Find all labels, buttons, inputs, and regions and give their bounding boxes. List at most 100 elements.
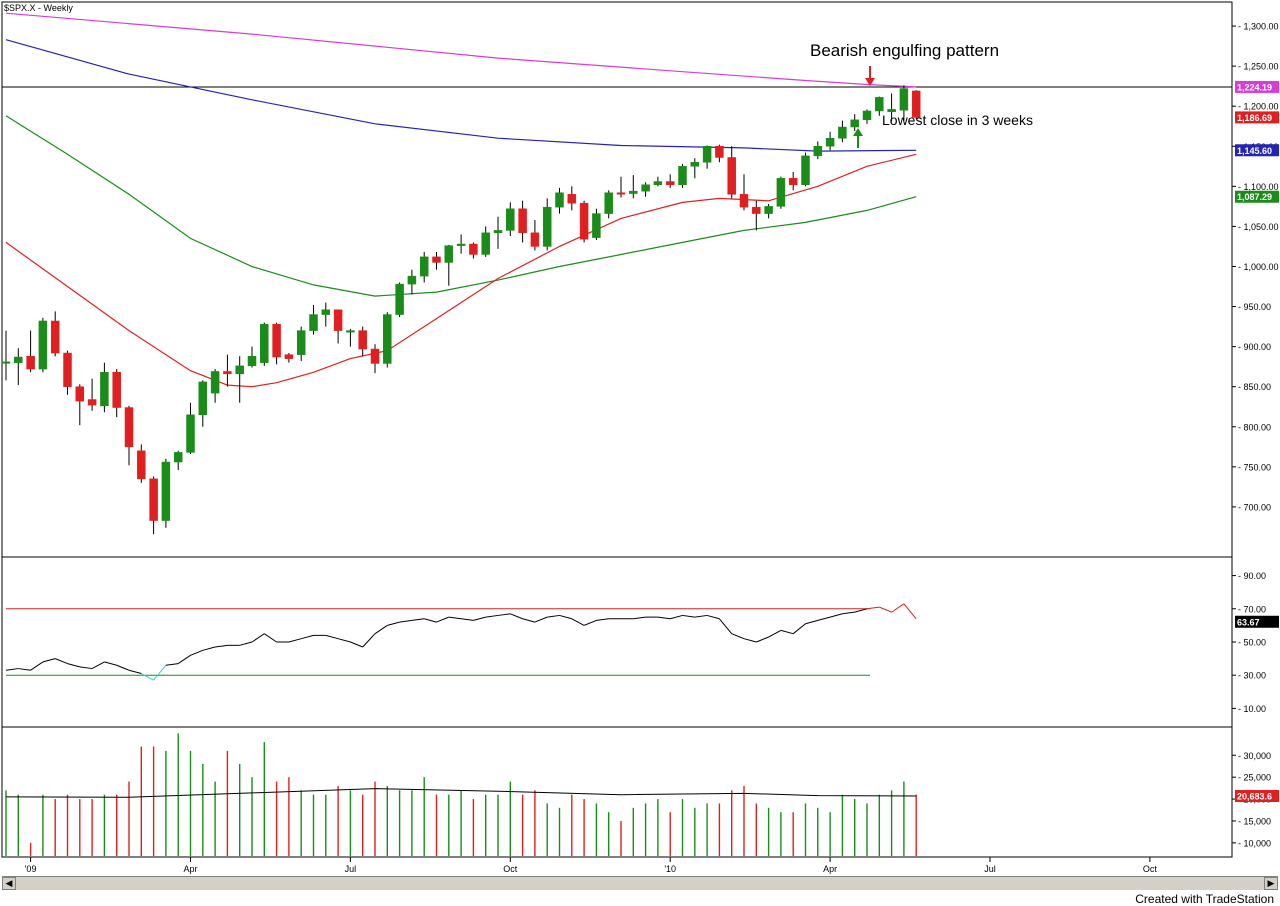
candle: [309, 304, 318, 335]
rsi-segment: [337, 638, 351, 643]
rsi-tick-label: - 90.00: [1238, 571, 1266, 581]
time-tick-label: Jul: [345, 864, 357, 874]
volume-tick-label: - 30,000: [1238, 751, 1271, 761]
candle: [752, 200, 761, 231]
candle: [604, 190, 613, 219]
candle: [838, 120, 847, 143]
candle: [87, 378, 97, 411]
candle-body-up: [260, 323, 269, 363]
rsi-segment: [792, 623, 806, 635]
candle: [346, 328, 355, 347]
candle-body-down: [284, 354, 294, 359]
horizontal-scrollbar[interactable]: ◀ ▶: [2, 876, 1278, 890]
candle-body-up: [629, 190, 638, 194]
candle: [223, 354, 232, 387]
candle-body-up: [838, 126, 847, 139]
time-tick-label: Jul: [984, 864, 996, 874]
candle-body-down: [788, 178, 798, 185]
last-value-bg: [1235, 144, 1279, 157]
candle-body-up: [764, 206, 773, 214]
candle: [112, 369, 121, 418]
candle-body-down: [272, 323, 281, 358]
rsi-segment: [670, 614, 683, 620]
rsi-segment: [805, 619, 818, 625]
rsi-segment: [682, 614, 695, 618]
candle: [38, 317, 48, 373]
candle-body-down: [26, 355, 35, 370]
candle-body-up: [444, 245, 454, 263]
candle-body-up: [100, 372, 109, 407]
last-value-bg: [1235, 80, 1279, 93]
candlesticks: [1, 85, 921, 535]
rsi-segment: [128, 669, 142, 675]
rsi-segment: [719, 618, 733, 635]
candle: [1, 330, 11, 381]
candle: [481, 226, 490, 257]
candle-body-up: [235, 365, 244, 375]
rsi-segment: [657, 616, 671, 620]
volume-average-line: [5, 788, 917, 798]
moving-average-line: [5, 12, 917, 88]
candle-body-down: [616, 192, 626, 195]
price-tick-label: - 850.00: [1238, 382, 1271, 392]
candle: [469, 242, 478, 259]
candle-body-down: [112, 372, 121, 408]
rsi-segment: [264, 633, 277, 643]
candle: [542, 198, 552, 251]
rsi-segment: [141, 673, 154, 681]
price-tick-label: - 1,050.00: [1238, 222, 1279, 232]
candle-body-up: [1, 361, 11, 364]
time-axis: '09 Apr Jul Oct '10 Apr Jul Oct: [25, 857, 1157, 874]
price-tick-label: - 1,300.00: [1238, 22, 1279, 32]
candle: [825, 131, 835, 151]
candle-body-down: [50, 320, 60, 354]
candle: [690, 158, 700, 179]
rsi-tick-label: - 50.00: [1238, 638, 1266, 648]
candle-body-down: [124, 407, 134, 448]
rsi-segment: [448, 616, 462, 620]
rsi-segment: [842, 611, 855, 615]
moving-average-line: [5, 153, 917, 388]
candle-body-up: [456, 243, 466, 246]
rsi-segment: [104, 661, 117, 666]
candle-body-down: [469, 243, 478, 255]
candle-body-down: [752, 206, 761, 214]
candle-body-down: [567, 194, 577, 204]
rsi-segment: [239, 641, 253, 646]
candle-body-up: [210, 371, 220, 394]
price-tick-label: - 900.00: [1238, 342, 1271, 352]
candle-body-up: [862, 110, 872, 121]
time-tick-label: Apr: [823, 864, 837, 874]
candle-body-down: [333, 309, 343, 331]
candle: [124, 405, 134, 466]
rsi-segment: [374, 624, 388, 635]
candle: [518, 200, 527, 243]
rsi-segment: [30, 661, 44, 671]
candle-body-down: [370, 348, 380, 364]
rsi-segment: [571, 618, 585, 626]
candle: [899, 85, 909, 121]
rsi-segment: [547, 614, 560, 618]
chart-svg: - 700.00 - 750.00 - 800.00 - 850.00 - 900.00…: [0, 0, 1280, 876]
candle: [850, 114, 859, 132]
chart-title: $SPX.X - Weekly: [4, 3, 73, 13]
rsi-segment: [461, 618, 474, 621]
candle: [506, 202, 515, 237]
rsi-segment: [694, 614, 708, 618]
rsi-segment: [473, 616, 486, 621]
candle: [210, 369, 220, 403]
candle-body-down: [518, 208, 527, 234]
candle: [419, 252, 429, 283]
rsi-segment: [42, 658, 56, 663]
candle-body-up: [173, 452, 183, 463]
candle-body-down: [739, 194, 749, 208]
candle-body-up: [702, 146, 712, 163]
candle-body-down: [87, 399, 97, 406]
rsi-segment: [891, 603, 905, 613]
last-value-box: 20,683.6: [1235, 790, 1279, 803]
last-value-box: 1,186.69: [1235, 111, 1279, 124]
rsi-tick-label: - 70.00: [1238, 604, 1266, 614]
scroll-right-icon[interactable]: ▶: [1264, 877, 1278, 890]
scroll-left-icon[interactable]: ◀: [2, 877, 16, 890]
volume-tick-label: - 15,000: [1238, 816, 1271, 826]
